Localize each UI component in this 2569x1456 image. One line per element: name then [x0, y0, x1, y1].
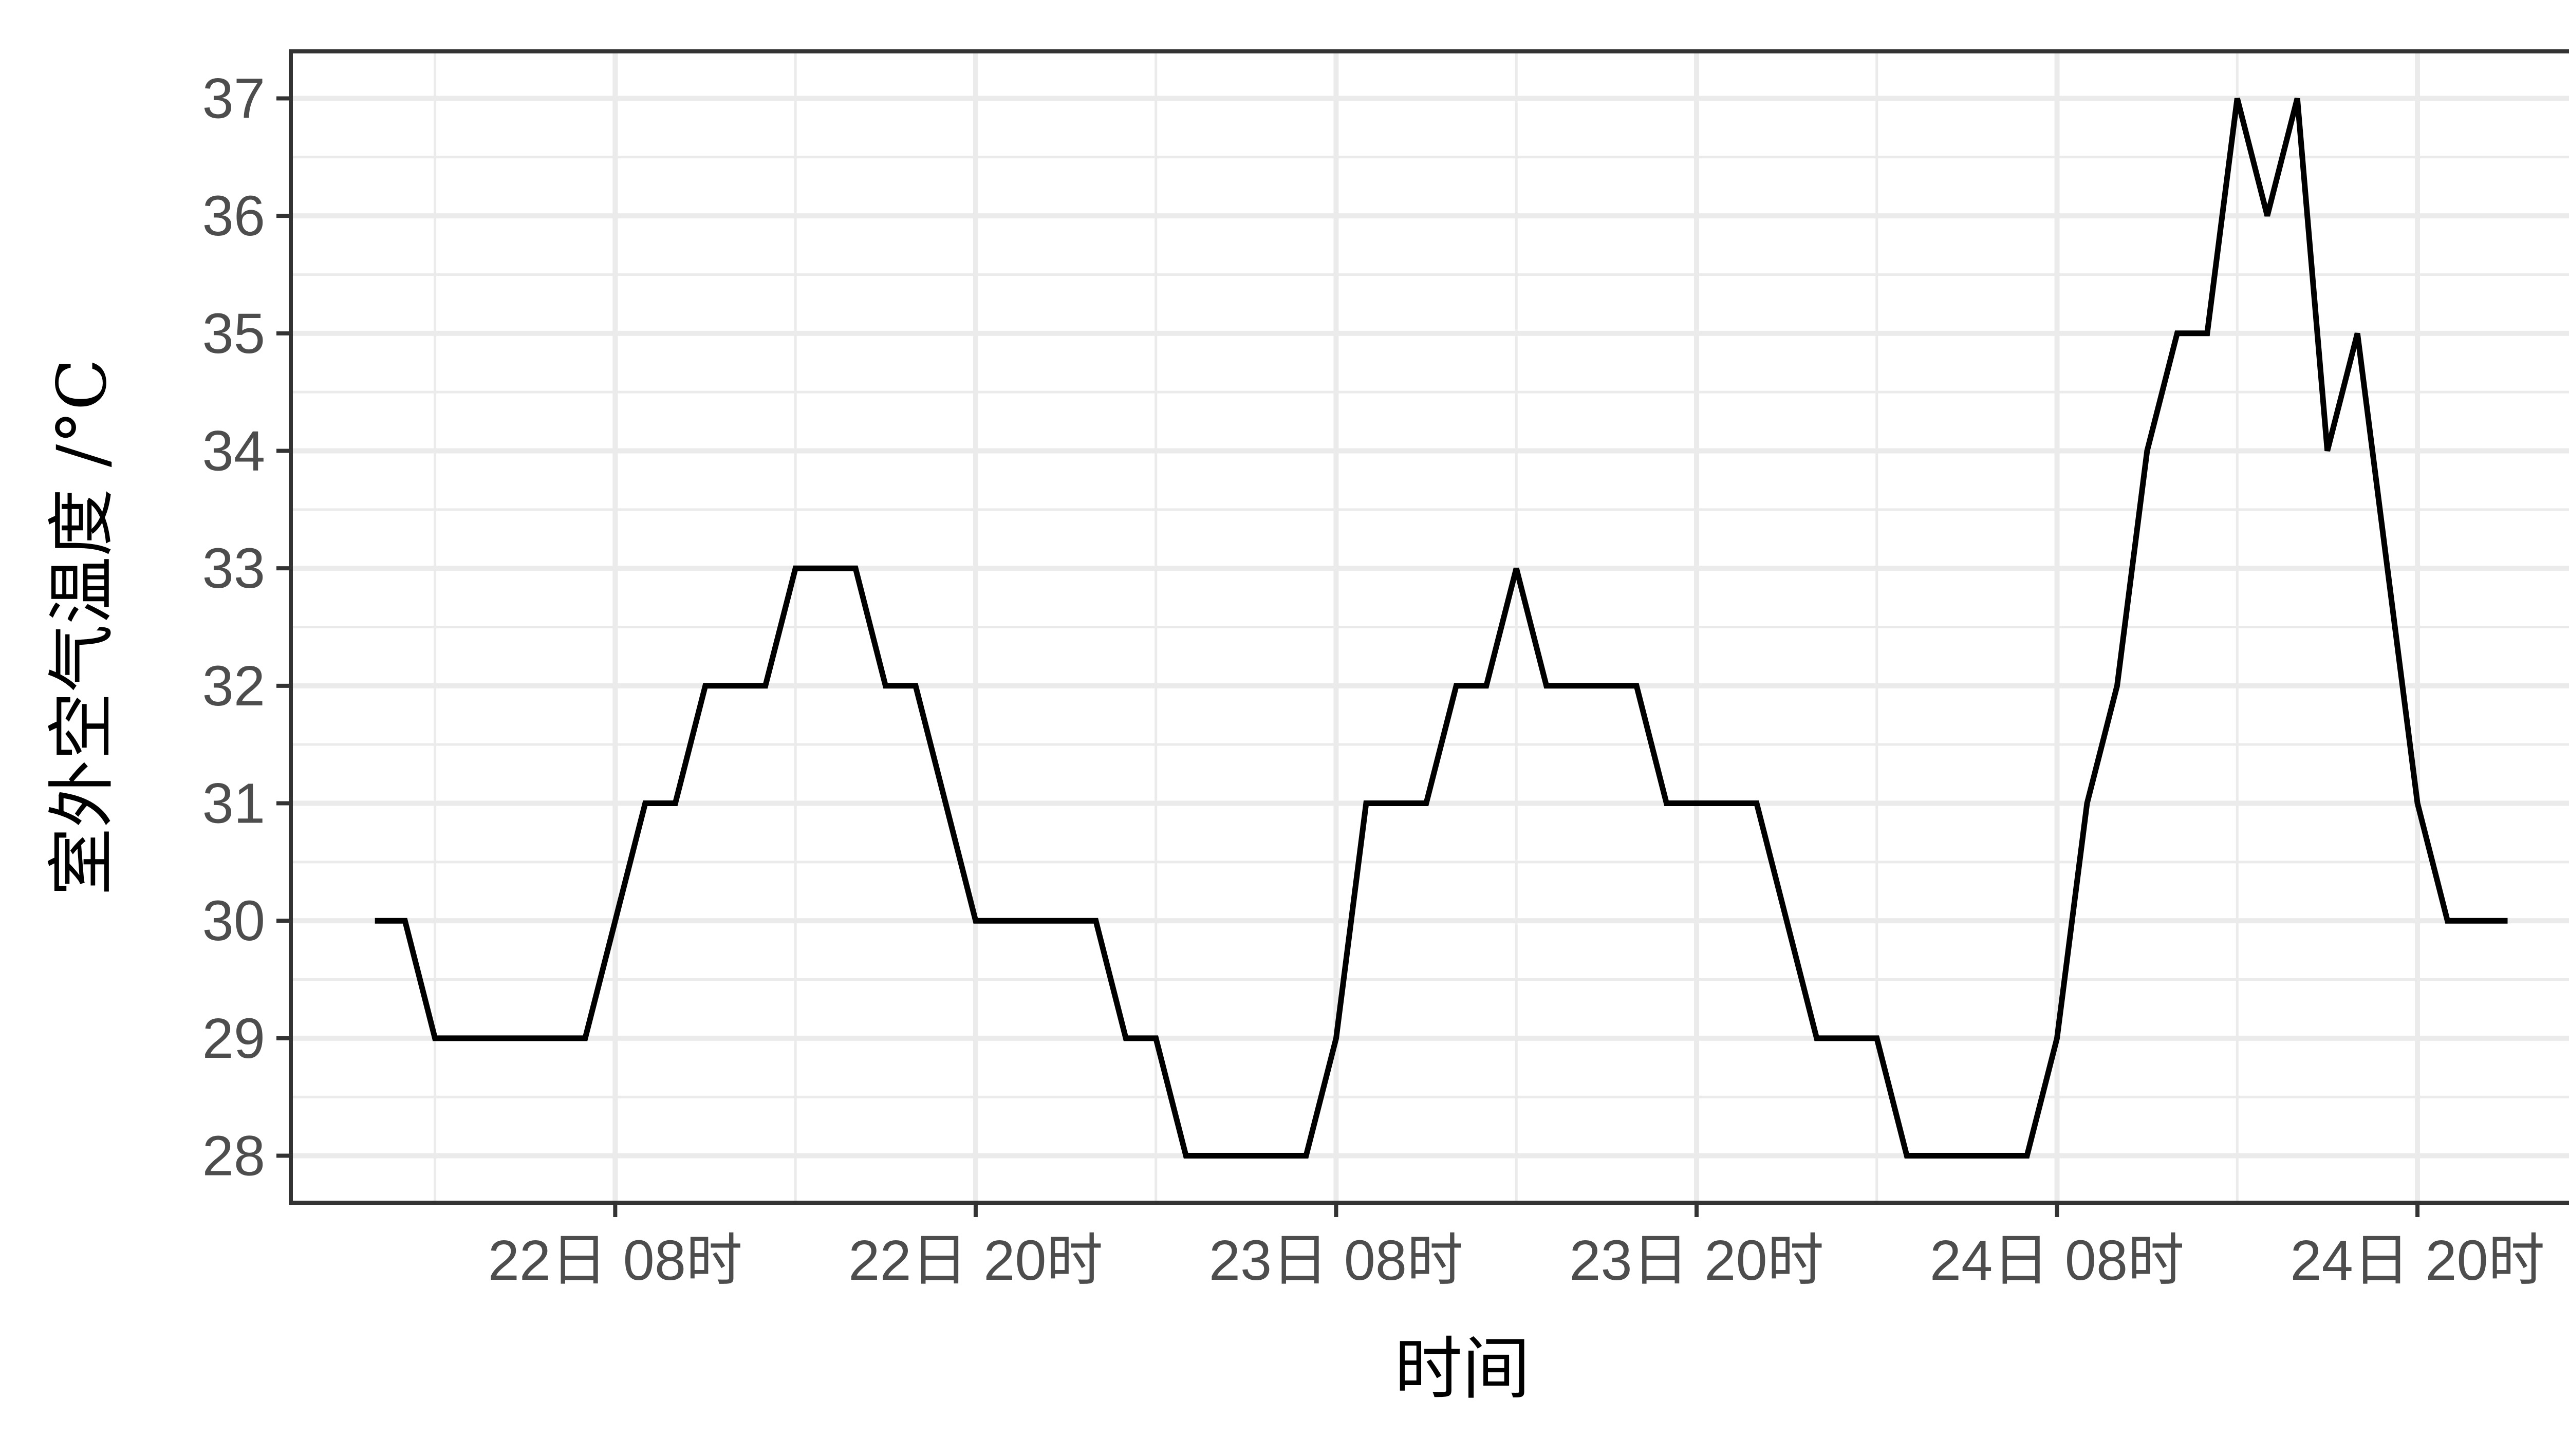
y-axis-title: 室外空气温度 /°C [43, 359, 122, 895]
axis-ticks: 28 29 30 31 32 33 34 35 36 37 22日 08时 22日 20时 23日 08… [202, 67, 2545, 1292]
y-tick-label: 31 [202, 772, 265, 835]
y-tick-label: 30 [202, 889, 265, 953]
plot-panel-border [289, 49, 2569, 1205]
x-tick-label: 24日 08时 [1930, 1229, 2184, 1292]
y-tick-label: 36 [202, 184, 265, 248]
y-tick-label: 34 [202, 419, 265, 482]
x-tick-label: 23日 20时 [1569, 1229, 1823, 1292]
x-tick-label: 22日 08时 [488, 1229, 742, 1292]
y-tick-label: 37 [202, 67, 265, 130]
y-tick-label: 29 [202, 1007, 265, 1070]
temperature-series-line [375, 98, 2508, 1159]
series-line-group [375, 98, 2508, 1159]
x-tick-label: 24日 20时 [2290, 1229, 2544, 1292]
grid-lines [291, 51, 2569, 1203]
x-tick-label: 22日 20时 [848, 1229, 1103, 1292]
y-tick-label: 33 [202, 537, 265, 600]
x-axis-title: 时间 [1394, 1330, 1530, 1409]
y-tick-label: 35 [202, 302, 265, 365]
y-tick-label: 28 [202, 1125, 265, 1188]
y-tick-label: 32 [202, 655, 265, 718]
x-tick-label: 23日 08时 [1209, 1229, 1463, 1292]
